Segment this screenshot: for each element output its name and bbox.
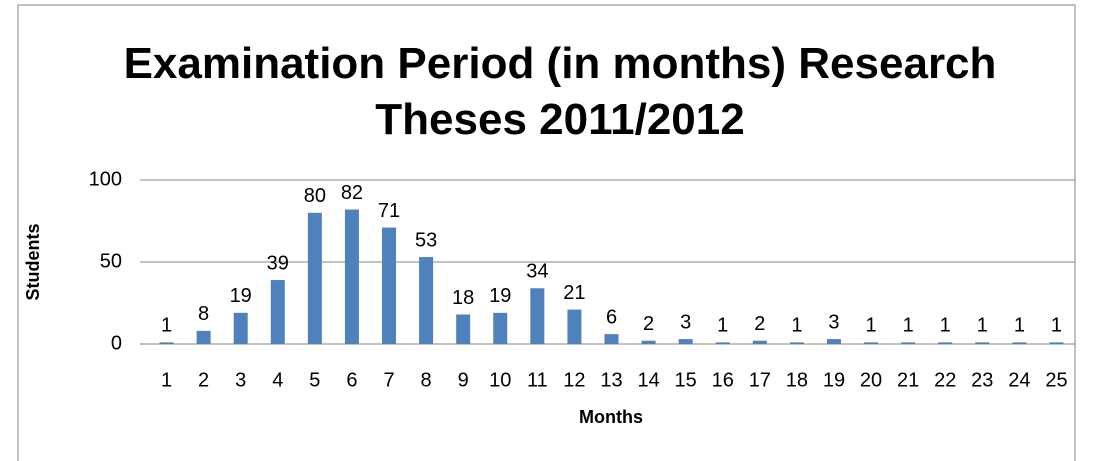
x-tick-label: 16 (712, 369, 734, 391)
chart-frame (17, 4, 1076, 461)
x-tick-label: 19 (823, 369, 845, 391)
x-tick-label: 18 (786, 369, 808, 391)
x-axis-title: Months (579, 407, 643, 427)
data-label: 1 (940, 315, 951, 337)
bar (530, 288, 545, 344)
data-label: 71 (378, 200, 400, 222)
data-label: 82 (341, 182, 363, 204)
data-label: 80 (304, 185, 326, 207)
bar (901, 342, 916, 344)
bar (975, 342, 990, 344)
bar (270, 280, 285, 344)
x-tick-label: 7 (383, 369, 394, 391)
y-tick-label: 50 (100, 250, 122, 272)
data-label: 1 (1051, 315, 1062, 337)
chart-title: Examination Period (in months) Research … (123, 39, 997, 144)
data-label: 53 (415, 229, 437, 251)
bar (382, 227, 397, 344)
x-tick-label: 15 (675, 369, 697, 391)
x-tick-label: 25 (1045, 369, 1067, 391)
bar (493, 312, 508, 344)
bar (1012, 342, 1027, 344)
x-tick-label: 14 (637, 369, 659, 391)
data-label: 18 (452, 287, 474, 309)
y-tick-label: 0 (111, 332, 122, 354)
bar (864, 342, 879, 344)
x-tick-label: 23 (971, 369, 993, 391)
data-label: 3 (680, 311, 691, 333)
y-axis-title: Students (23, 223, 43, 300)
data-label: 2 (754, 313, 765, 335)
x-tick-label: 9 (458, 369, 469, 391)
bar (789, 342, 804, 344)
bar (344, 209, 359, 344)
x-tick-label: 10 (489, 369, 511, 391)
bar (1049, 342, 1064, 344)
data-label: 21 (563, 282, 585, 304)
x-tick-label: 6 (346, 369, 357, 391)
data-label: 3 (828, 311, 839, 333)
bar (826, 339, 841, 344)
bar (641, 340, 656, 344)
x-tick-label: 24 (1008, 369, 1030, 391)
x-tick-label: 2 (198, 369, 209, 391)
data-label: 1 (903, 315, 914, 337)
data-label: 1 (161, 315, 172, 337)
x-tick-label: 3 (235, 369, 246, 391)
x-tick-label: 4 (272, 369, 283, 391)
bar (196, 330, 211, 344)
data-label: 1 (1014, 315, 1025, 337)
x-tick-label: 8 (421, 369, 432, 391)
x-tick-label: 11 (527, 369, 548, 391)
data-label: 6 (606, 306, 617, 328)
bar (567, 309, 582, 344)
data-label: 1 (865, 315, 876, 337)
bar (456, 314, 471, 344)
x-tick-label: 17 (749, 369, 771, 391)
bar (752, 340, 767, 344)
x-tick-label: 5 (309, 369, 320, 391)
x-tick-label: 21 (897, 369, 919, 391)
bar (307, 212, 322, 344)
data-label: 19 (489, 285, 511, 307)
bar (233, 312, 248, 344)
x-tick-label: 12 (563, 369, 585, 391)
x-tick-label: 22 (934, 369, 956, 391)
y-tick-label: 100 (89, 168, 122, 190)
bar (419, 257, 434, 344)
x-tick-label: 1 (161, 369, 172, 391)
data-label: 1 (717, 315, 728, 337)
bar (938, 342, 953, 344)
data-label: 34 (526, 261, 548, 283)
data-label: 2 (643, 313, 654, 335)
data-label: 1 (977, 315, 988, 337)
x-tick-label: 20 (860, 369, 882, 391)
data-label: 8 (198, 303, 209, 325)
bar (678, 339, 693, 344)
bar (715, 342, 730, 344)
data-label: 39 (267, 252, 289, 274)
bar (159, 342, 174, 344)
bar (604, 334, 619, 344)
data-label: 19 (230, 285, 252, 307)
data-label: 1 (791, 315, 802, 337)
x-tick-label: 13 (600, 369, 622, 391)
